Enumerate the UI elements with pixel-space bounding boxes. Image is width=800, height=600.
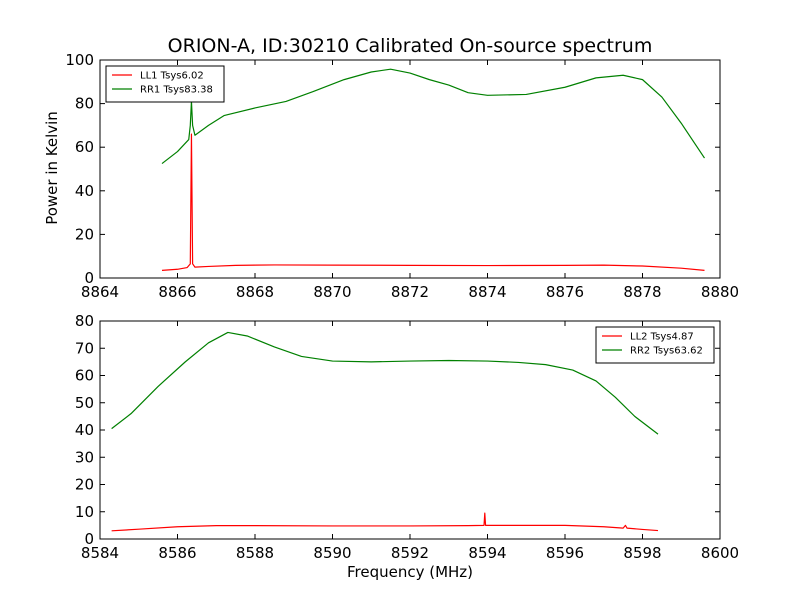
- y-tick-label: 80: [75, 95, 94, 113]
- x-axis-label: Frequency (MHz): [347, 563, 473, 581]
- x-tick-label: 8866: [158, 283, 196, 301]
- y-tick-label: 100: [65, 51, 94, 69]
- x-tick-label: 8588: [236, 544, 274, 562]
- x-tick-label: 8600: [701, 544, 739, 562]
- top-panel: 8864 8866 8868 8870 8872 8874 8876 8878 8880 0 20 4…: [65, 51, 739, 301]
- legend: LL2 Tsys4.87 RR2 Tsys63.62: [595, 326, 715, 364]
- y-tick-label: 60: [75, 367, 94, 385]
- series-line-1: [111, 512, 659, 532]
- x-tick-label: 8586: [158, 544, 196, 562]
- x-tick-label: 8872: [391, 283, 429, 301]
- x-tick-label: 8878: [623, 283, 661, 301]
- chart-title: ORION-A, ID:30210 Calibrated On-source s…: [168, 35, 653, 57]
- y-tick-label: 60: [75, 138, 94, 156]
- legend-label: RR2 Tsys63.62: [630, 346, 703, 357]
- series-line-1: [161, 133, 705, 271]
- y-tick-label: 20: [75, 476, 94, 494]
- legend-label: LL1 Tsys6.02: [140, 71, 204, 82]
- y-tick-label: 20: [75, 225, 94, 243]
- x-tick-label: 8874: [468, 283, 506, 301]
- x-tick-label: 8590: [313, 544, 351, 562]
- x-tick-label: 8868: [236, 283, 274, 301]
- legend-box: [105, 65, 225, 103]
- x-tick-label: 8876: [546, 283, 584, 301]
- bottom-panel: 8584 8586 8588 8590 8592 8594 8596 8598 8600 0 10 2…: [75, 312, 739, 562]
- y-tick-label: 30: [75, 448, 94, 466]
- legend-box: [595, 326, 715, 364]
- legend: LL1 Tsys6.02 RR1 Tsys83.38: [105, 65, 225, 103]
- y-tick-label: 0: [84, 269, 94, 287]
- y-tick-label: 40: [75, 182, 94, 200]
- x-tick-label: 8864: [81, 283, 119, 301]
- series-line-2: [111, 331, 659, 435]
- series-line-2: [161, 68, 705, 165]
- y-tick-label: 70: [75, 339, 94, 357]
- x-tick-label: 8584: [81, 544, 119, 562]
- y-axis-label: Power in Kelvin: [43, 111, 61, 225]
- x-tick-label: 8594: [468, 544, 506, 562]
- x-tick-label: 8870: [313, 283, 351, 301]
- y-tick-label: 80: [75, 312, 94, 330]
- y-tick-label: 10: [75, 503, 94, 521]
- x-tick-label: 8596: [546, 544, 584, 562]
- y-tick-label: 50: [75, 394, 94, 412]
- y-tick-label: 0: [84, 530, 94, 548]
- legend-label: RR1 Tsys83.38: [140, 85, 213, 96]
- x-tick-label: 8598: [623, 544, 661, 562]
- x-tick-label: 8592: [391, 544, 429, 562]
- x-tick-label: 8880: [701, 283, 739, 301]
- y-tick-label: 40: [75, 421, 94, 439]
- legend-label: LL2 Tsys4.87: [630, 332, 694, 343]
